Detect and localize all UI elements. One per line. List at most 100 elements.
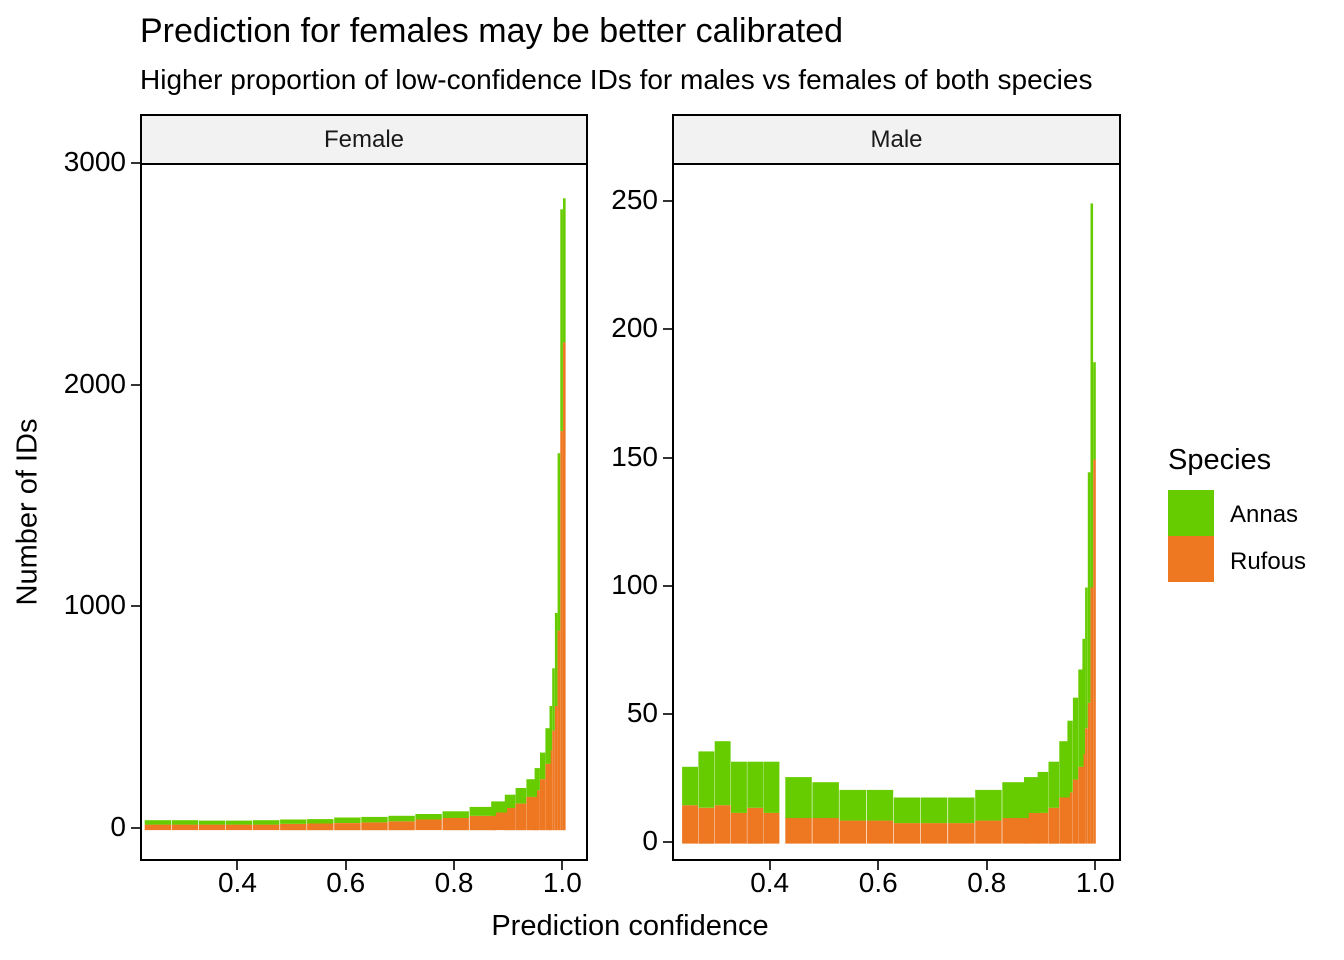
x-axis-label: Prediction confidence bbox=[491, 910, 769, 942]
bar-female-annas-5 bbox=[280, 819, 307, 824]
chart-subtitle: Higher proportion of low-confidence IDs … bbox=[140, 64, 1093, 95]
bar-male-annas-16 bbox=[1037, 771, 1049, 813]
bar-male-annas-25 bbox=[1090, 203, 1094, 588]
bar-female-rufous-3 bbox=[225, 824, 253, 831]
chart-title: Prediction for females may be better cal… bbox=[140, 12, 844, 50]
x-tick-mark bbox=[344, 861, 347, 870]
bar-male-annas-5 bbox=[763, 761, 780, 813]
bar-female-annas-15 bbox=[515, 788, 527, 804]
bar-male-rufous-22 bbox=[1082, 754, 1085, 844]
x-tick-label: 0.6 bbox=[858, 867, 898, 898]
y-tick-label: 2000 bbox=[63, 367, 126, 399]
bar-female-rufous-6 bbox=[307, 823, 334, 831]
bar-female-annas-17 bbox=[534, 768, 540, 791]
facet-label-male: Male bbox=[870, 125, 923, 153]
bar-female-annas-2 bbox=[198, 820, 226, 825]
bar-female-rufous-7 bbox=[334, 823, 361, 831]
bar-male-annas-24 bbox=[1087, 472, 1091, 703]
bar-male-annas-0 bbox=[682, 766, 698, 806]
facet-strip-female: Female bbox=[140, 114, 588, 165]
y-tick-label: 50 bbox=[626, 696, 658, 728]
bar-female-rufous-11 bbox=[442, 818, 469, 831]
bar-female-rufous-25 bbox=[563, 342, 566, 831]
bar-male-rufous-10 bbox=[893, 823, 921, 844]
bar-female-annas-13 bbox=[491, 801, 507, 813]
y-tick-mark bbox=[663, 840, 672, 843]
y-tick-mark bbox=[663, 584, 672, 587]
bar-female-rufous-15 bbox=[515, 803, 527, 831]
legend-label-annas: Annas bbox=[1230, 501, 1299, 528]
bar-female-rufous-19 bbox=[545, 763, 551, 831]
bar-male-rufous-9 bbox=[866, 820, 894, 844]
bar-female-rufous-21 bbox=[552, 730, 555, 831]
y-tick-label: 0 bbox=[110, 811, 126, 843]
bar-male-annas-19 bbox=[1067, 720, 1073, 793]
x-tick-label: 1.0 bbox=[542, 867, 582, 898]
bar-female-rufous-8 bbox=[361, 822, 388, 831]
bar-male-annas-1 bbox=[698, 751, 715, 808]
y-tick-mark bbox=[663, 712, 672, 715]
bar-female-annas-23 bbox=[557, 453, 561, 631]
bar-female-rufous-2 bbox=[198, 824, 226, 831]
male-histogram bbox=[682, 203, 1096, 844]
bar-male-rufous-2 bbox=[714, 805, 731, 844]
y-tick-mark bbox=[663, 200, 672, 203]
legend-label-rufous: Rufous bbox=[1230, 548, 1307, 575]
bar-female-rufous-12 bbox=[469, 815, 496, 831]
bar-female-rufous-14 bbox=[504, 808, 516, 831]
bar-female-annas-6 bbox=[307, 819, 334, 824]
bar-male-annas-21 bbox=[1078, 669, 1084, 767]
bar-male-annas-26 bbox=[1093, 362, 1096, 460]
bar-male-rufous-6 bbox=[785, 818, 812, 844]
x-tick-mark bbox=[1094, 861, 1097, 870]
plot-area-male bbox=[672, 163, 1121, 861]
bar-female-annas-25 bbox=[563, 198, 566, 343]
bar-male-rufous-3 bbox=[731, 812, 747, 844]
bar-female-rufous-24 bbox=[560, 431, 563, 831]
bar-male-annas-13 bbox=[975, 789, 1002, 821]
bar-female-annas-10 bbox=[415, 814, 442, 820]
y-tick-mark bbox=[131, 383, 140, 386]
x-tick-label: 0.8 bbox=[967, 867, 1007, 898]
y-tick-mark bbox=[663, 328, 672, 331]
bar-female-rufous-9 bbox=[388, 821, 415, 831]
bar-male-rufous-7 bbox=[812, 818, 839, 844]
y-axis-label: Number of IDs bbox=[11, 418, 44, 606]
x-tick-mark bbox=[236, 861, 239, 870]
bar-male-rufous-23 bbox=[1085, 728, 1088, 844]
legend-title: Species bbox=[1168, 444, 1272, 476]
y-tick-label: 100 bbox=[611, 568, 658, 600]
y-tick-label: 3000 bbox=[63, 146, 126, 177]
bar-male-annas-15 bbox=[1024, 777, 1040, 813]
bar-female-annas-1 bbox=[171, 820, 199, 825]
x-tick-mark bbox=[768, 861, 771, 870]
bar-male-annas-4 bbox=[747, 761, 764, 808]
y-tick-label: 1000 bbox=[63, 589, 126, 621]
bar-male-rufous-8 bbox=[839, 820, 866, 844]
bar-male-rufous-26 bbox=[1093, 459, 1096, 844]
bar-female-rufous-16 bbox=[526, 796, 537, 831]
bar-male-rufous-13 bbox=[975, 820, 1002, 844]
bar-female-rufous-0 bbox=[144, 824, 172, 831]
bar-male-rufous-18 bbox=[1059, 797, 1070, 844]
bar-male-annas-23 bbox=[1085, 587, 1088, 729]
bar-male-rufous-20 bbox=[1072, 779, 1079, 844]
bar-female-annas-20 bbox=[549, 706, 553, 751]
bar-female-rufous-4 bbox=[253, 824, 280, 831]
bar-female-rufous-20 bbox=[549, 750, 553, 831]
bar-male-rufous-0 bbox=[682, 805, 698, 844]
bar-female-annas-19 bbox=[545, 728, 551, 764]
bar-male-annas-22 bbox=[1082, 638, 1085, 754]
bar-female-rufous-1 bbox=[171, 824, 199, 831]
y-tick-mark bbox=[131, 605, 140, 608]
bar-male-rufous-15 bbox=[1024, 812, 1040, 844]
x-tick-mark bbox=[561, 861, 564, 870]
y-tick-label: 0 bbox=[642, 824, 658, 856]
bar-female-annas-21 bbox=[552, 668, 555, 731]
y-tick-label: 250 bbox=[611, 184, 658, 216]
bar-male-rufous-25 bbox=[1090, 587, 1094, 844]
bar-female-annas-11 bbox=[442, 811, 469, 818]
legend-key-rufous bbox=[1168, 536, 1214, 582]
bar-male-annas-11 bbox=[920, 797, 948, 824]
x-tick-label: 0.4 bbox=[750, 867, 790, 898]
